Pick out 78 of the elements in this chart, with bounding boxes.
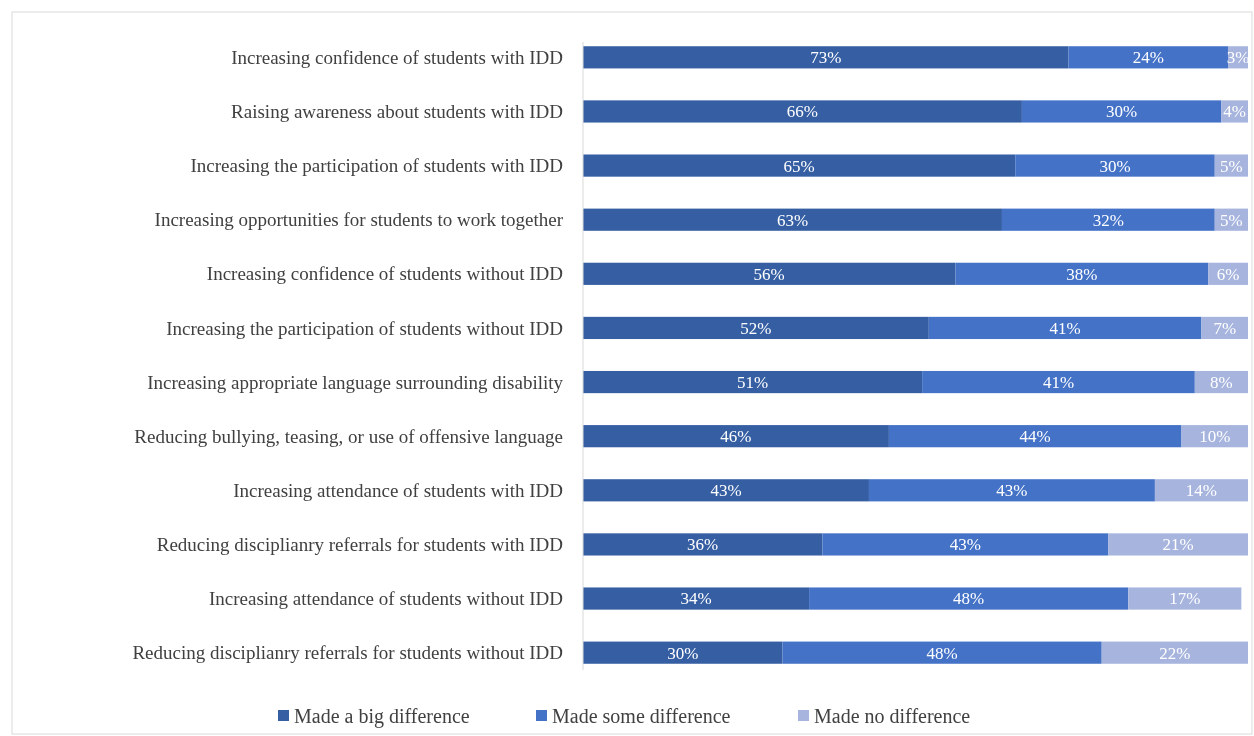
data-label: 48% — [953, 589, 985, 609]
bar — [888, 425, 1182, 448]
y-tick-label: Increasing attendance of students with IDD — [233, 479, 563, 501]
bar — [782, 641, 1102, 664]
legend-label: Made a big difference — [294, 705, 470, 728]
bar — [1101, 641, 1248, 664]
y-tick-label: Reducing disciplianry referrals for students with IDD — [156, 534, 563, 556]
bar — [1015, 154, 1215, 177]
data-label: 41% — [1049, 318, 1081, 338]
data-label: 14% — [1185, 481, 1218, 501]
data-label: 34% — [680, 589, 712, 609]
y-tick-label: Increasing the participation of students with IDD — [190, 155, 563, 177]
bar — [583, 641, 783, 664]
bar — [1001, 208, 1215, 231]
bar — [583, 316, 929, 340]
y-tick-label: Increasing opportunities for students to work together — [154, 209, 564, 231]
bar — [583, 154, 1016, 177]
y-tick-label: Increasing confidence of students without IDD — [206, 263, 563, 285]
data-label: 66% — [786, 102, 819, 122]
data-label: 44% — [1019, 427, 1051, 447]
data-label: 30% — [1099, 156, 1131, 176]
data-label: 51% — [736, 373, 769, 393]
data-label: 43% — [949, 535, 981, 555]
data-label: 22% — [1159, 643, 1191, 663]
data-label: 30% — [1106, 102, 1138, 122]
data-label: 52% — [740, 318, 772, 338]
bar — [583, 208, 1002, 231]
data-label: 41% — [1042, 373, 1075, 393]
bar — [928, 316, 1202, 340]
bar — [583, 425, 889, 448]
data-label: 73% — [810, 48, 842, 68]
bar — [583, 100, 1022, 123]
data-label: 10% — [1199, 427, 1231, 447]
data-label: 17% — [1169, 589, 1201, 609]
data-label: 24% — [1132, 48, 1164, 68]
bar — [922, 370, 1195, 394]
data-label: 48% — [926, 643, 958, 663]
bar — [583, 479, 869, 502]
data-label: 21% — [1162, 535, 1194, 555]
data-label: 65% — [783, 156, 815, 176]
legend-label: Made some difference — [552, 705, 731, 727]
y-tick-label: Increasing appropriate language surrounding disability — [147, 371, 564, 393]
y-tick-label: Increasing attendance of students without IDD — [208, 588, 563, 610]
data-label: 36% — [687, 535, 719, 555]
bar — [822, 533, 1109, 556]
data-label: 43% — [710, 481, 742, 501]
bar — [1154, 479, 1248, 502]
data-label: 30% — [667, 643, 699, 663]
data-label: 5% — [1220, 156, 1243, 176]
y-tick-label: Increasing the participation of students without IDD — [166, 317, 563, 339]
bar — [1128, 587, 1242, 610]
bar — [583, 587, 810, 610]
data-label: 38% — [1066, 264, 1098, 284]
data-label: 63% — [776, 210, 809, 230]
y-tick-label: Raising awareness about students with IDD — [231, 101, 563, 123]
data-label: 8% — [1210, 373, 1233, 393]
bar — [809, 587, 1129, 610]
y-tick-label: Reducing bullying, teasing, or use of offensive language — [134, 425, 563, 447]
bar — [583, 533, 823, 556]
data-label: 4% — [1223, 102, 1247, 122]
y-tick-label: Reducing disciplianry referrals for students without IDD — [132, 642, 563, 664]
bar — [1068, 46, 1229, 69]
data-label: 43% — [996, 481, 1028, 501]
data-label: 7% — [1213, 318, 1237, 338]
bar — [583, 46, 1069, 69]
bar — [955, 262, 1209, 285]
bar — [583, 262, 956, 285]
bar — [1108, 533, 1248, 556]
bar — [868, 479, 1155, 502]
bar — [583, 370, 923, 394]
data-label: 56% — [753, 264, 785, 284]
data-label: 46% — [720, 427, 752, 447]
data-label: 5% — [1220, 210, 1243, 230]
bar — [1021, 100, 1222, 123]
legend-label: Made no difference — [814, 705, 971, 727]
data-label: 6% — [1216, 264, 1240, 284]
y-tick-label: Increasing confidence of students with IDD — [231, 46, 563, 68]
data-label: 32% — [1092, 210, 1124, 230]
